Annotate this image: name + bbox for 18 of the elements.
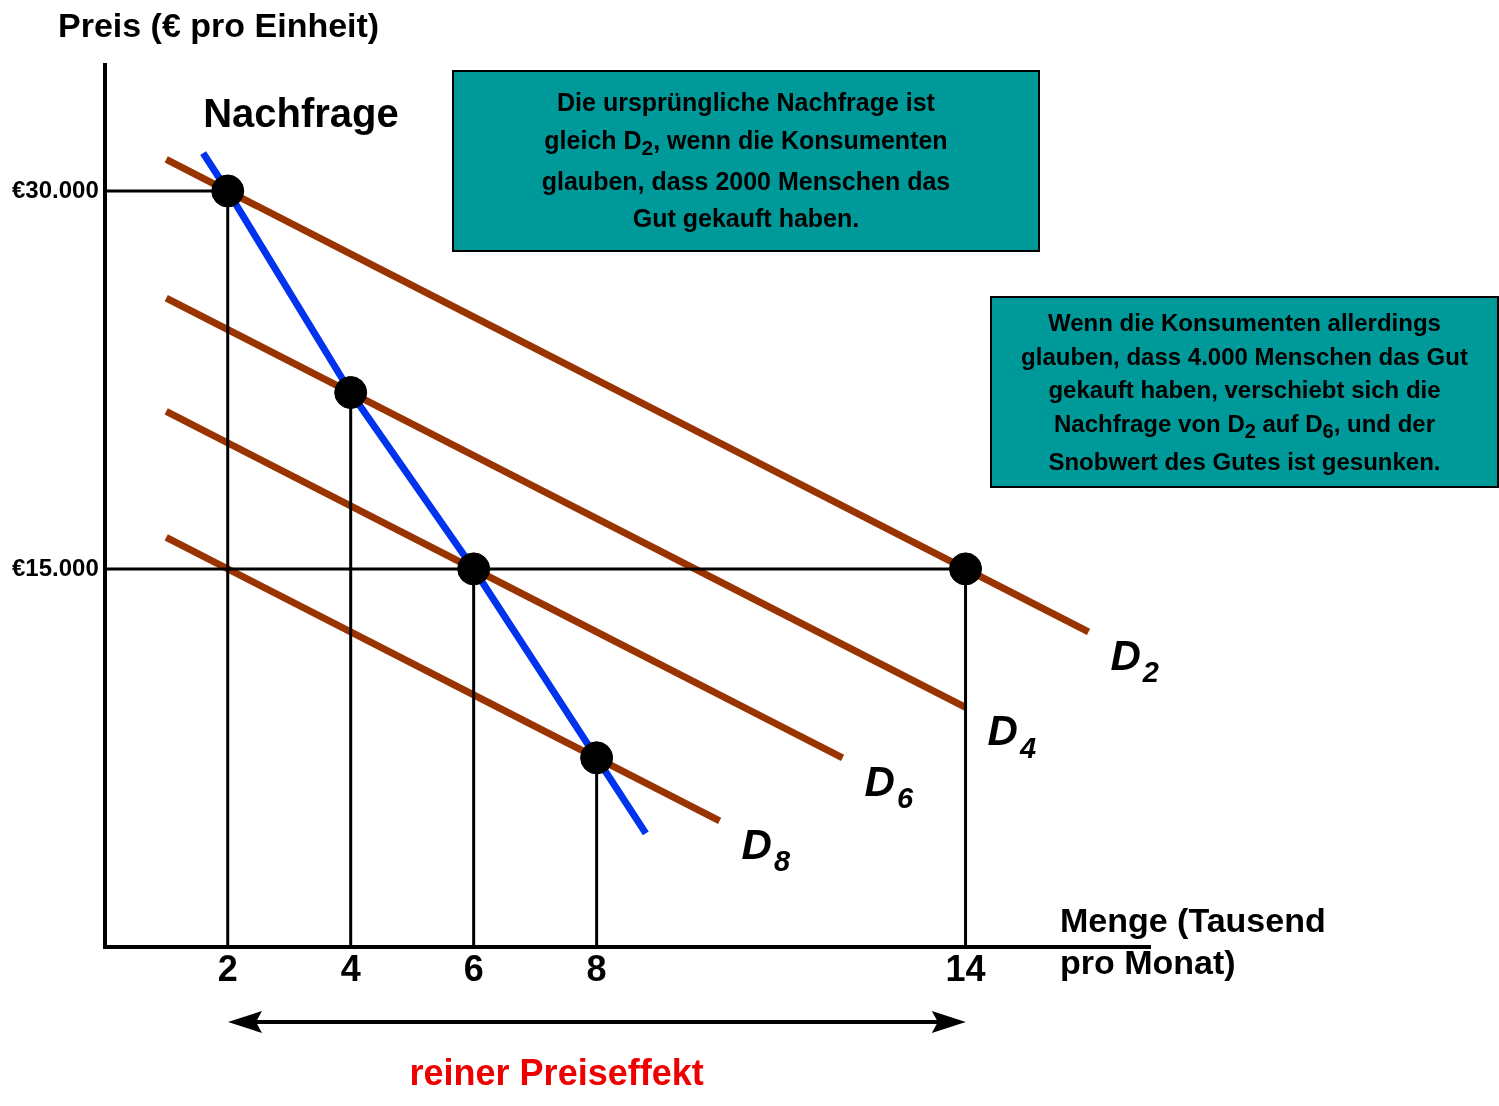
text-box: Die ursprüngliche Nachfrage ist gleich D$_{2}$, wenn die Konsumenten glauben, dass 2000 Menschen das Gut gekauft haben. xyxy=(452,70,1040,252)
point xyxy=(334,376,368,410)
point xyxy=(580,741,614,775)
x-tick-label: 2 xyxy=(217,948,238,990)
y-axis-title: Preis (€ pro Einheit) xyxy=(58,6,380,45)
x-tick-label: 6 xyxy=(463,948,484,990)
y-tick-label: €30.000 xyxy=(11,175,99,203)
x-tick-label: 14 xyxy=(945,948,986,990)
x-tick-label: 8 xyxy=(586,948,607,990)
point xyxy=(211,174,245,208)
text: reiner Preiseffekt xyxy=(408,1051,705,1094)
point xyxy=(457,552,491,586)
text-box: Wenn die Konsumenten allerdings glauben, dass 4.000 Menschen das Gut gekauft haben, verschiebt sich die Nachfrage von D$_{2}$ auf D$_{6}$, und der Snobwert des Gutes ist gesunken. xyxy=(990,296,1499,489)
point xyxy=(949,552,983,586)
x-tick-label: 4 xyxy=(340,948,361,990)
y-tick-label: €15.000 xyxy=(11,553,99,581)
x-axis-title: Menge (Tausend pro Monat) xyxy=(1060,899,1327,984)
series-label: Nachfrage xyxy=(203,91,399,136)
